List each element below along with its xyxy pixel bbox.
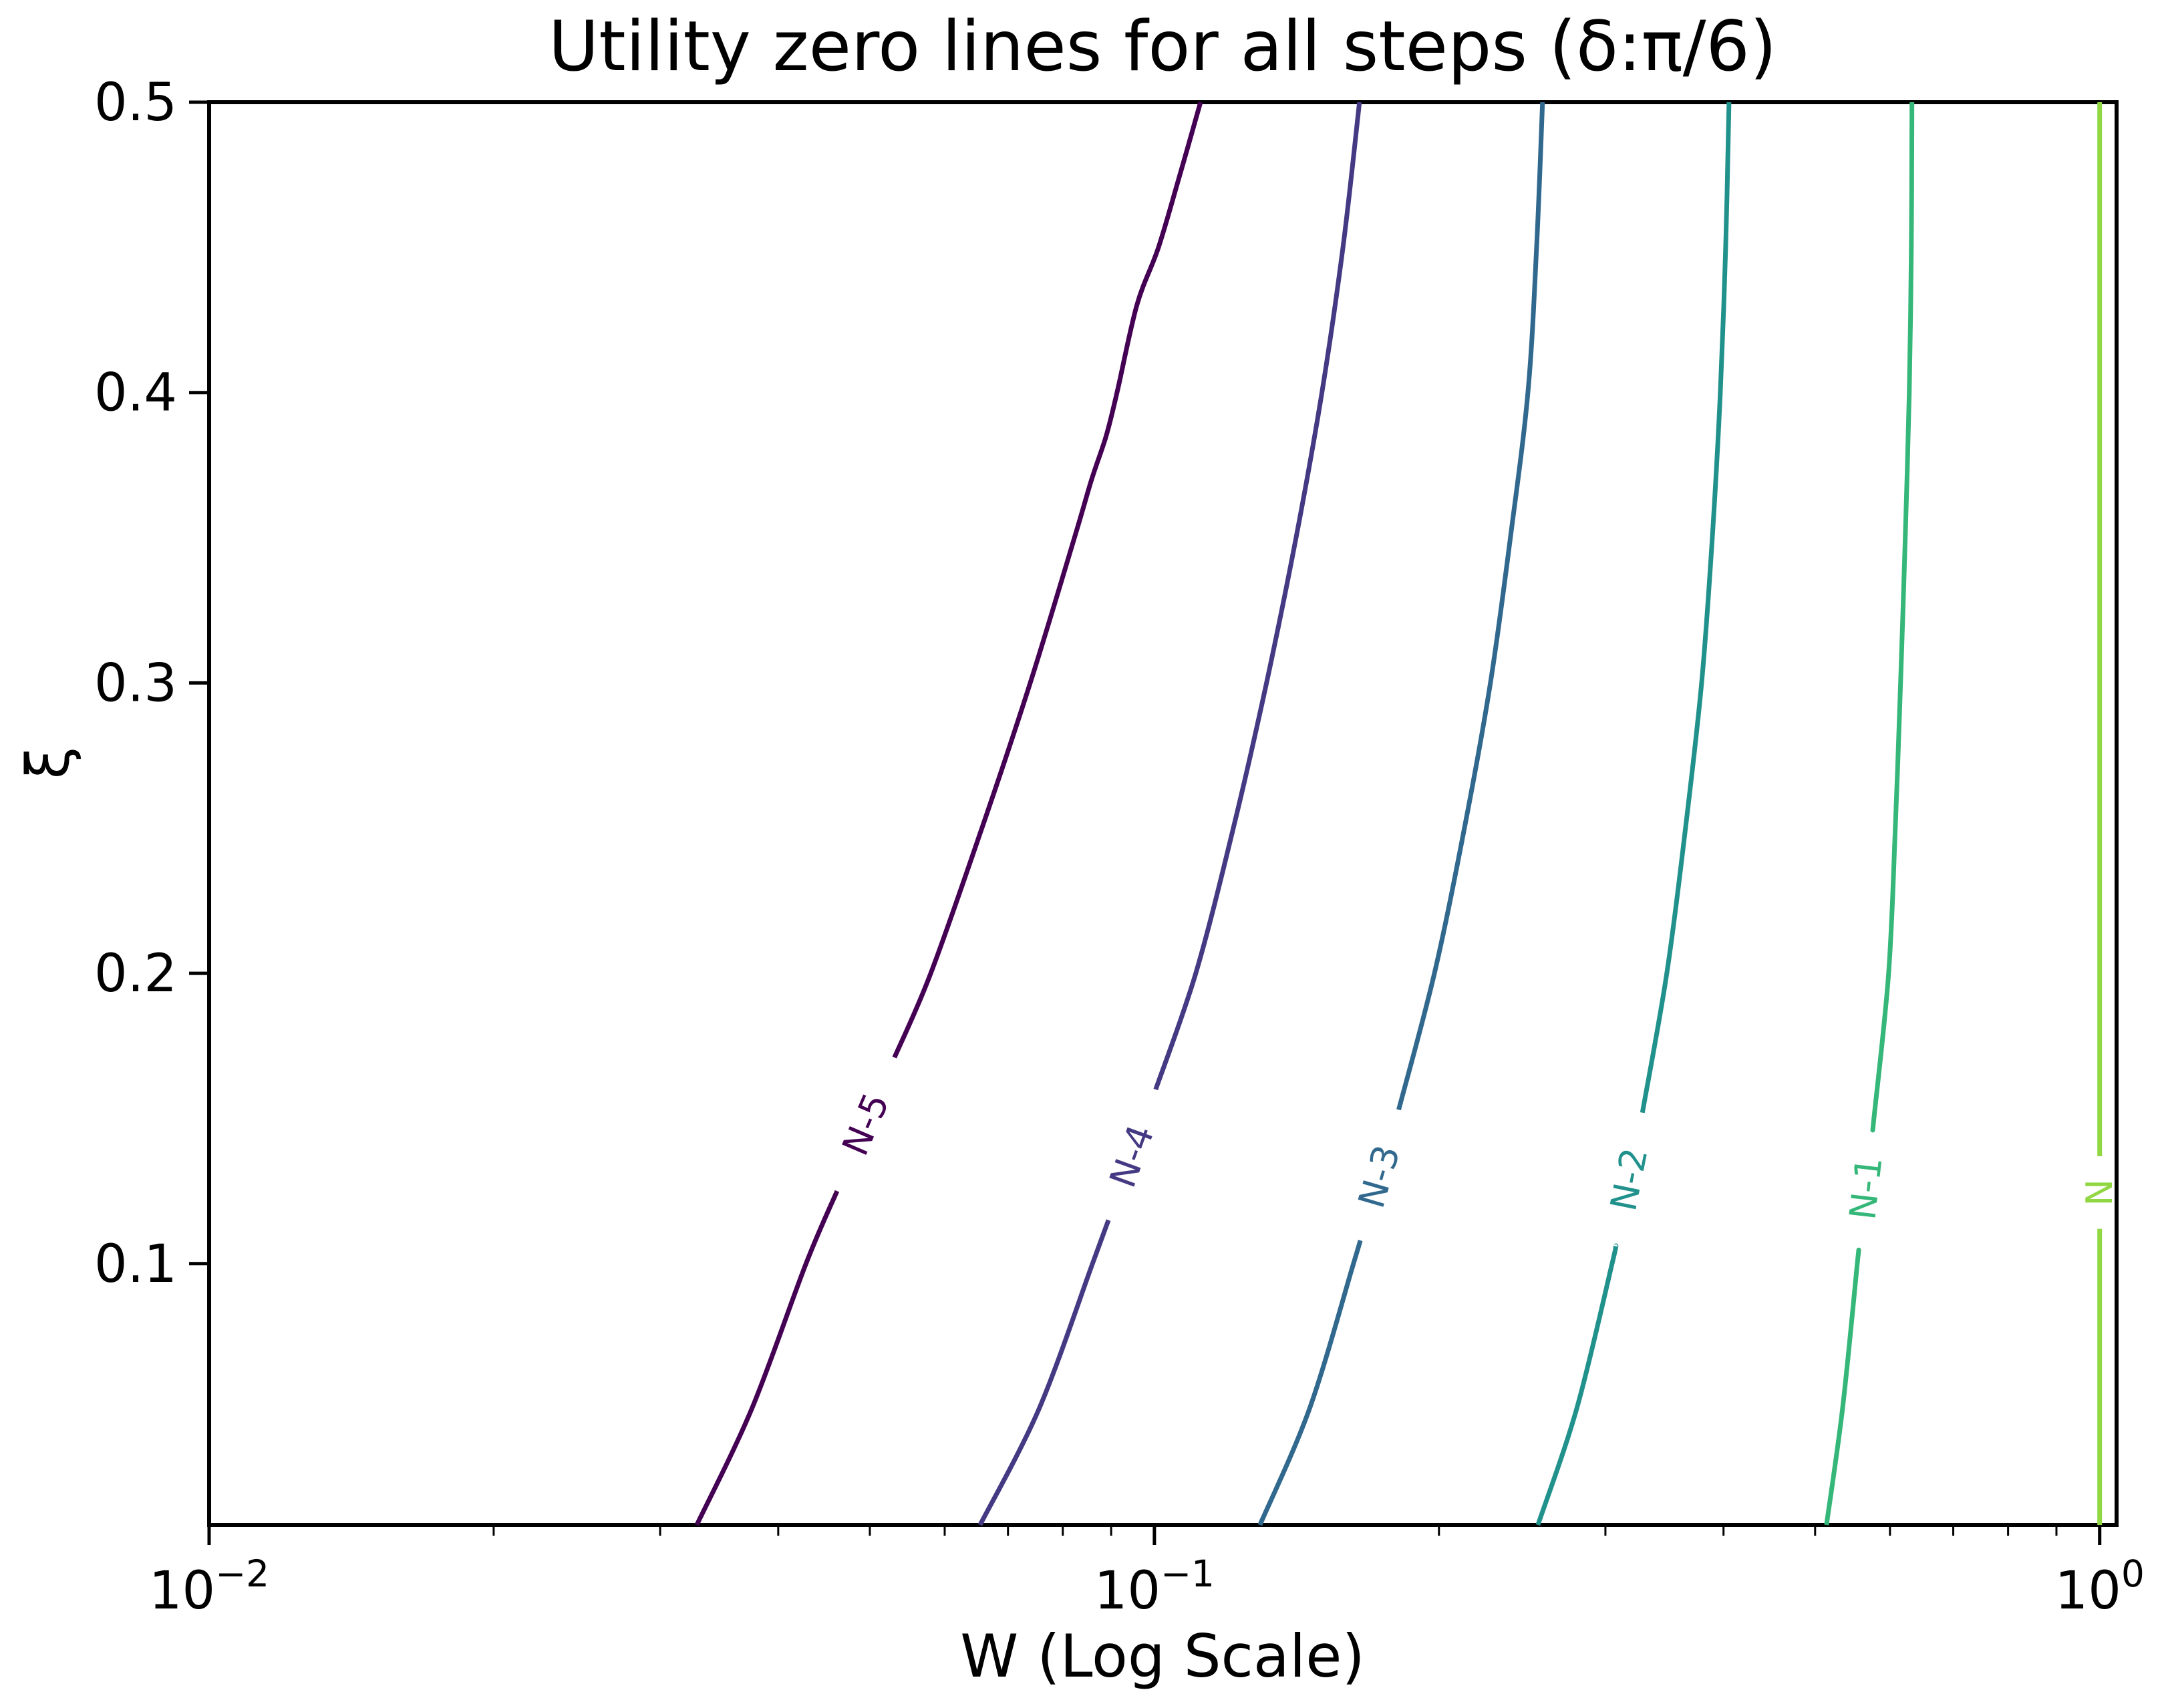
contour-label-N-3: N-3: [1350, 1140, 1408, 1212]
x-tick-label: 100: [2055, 1552, 2145, 1621]
contour-line-N-3-upper: [1396, 102, 1545, 1111]
contour-line-N-2-upper: [1640, 102, 1732, 1114]
chart-title: Utility zero lines for all steps (δ:π/6): [548, 7, 1777, 87]
contour-line-N-5-lower: [694, 1190, 840, 1526]
contour-line-N-5-upper: [892, 102, 1203, 1059]
contour-label-N-2: N-2: [1602, 1144, 1656, 1214]
contour-label-N: N: [2078, 1179, 2121, 1206]
y-tick-label: 0.2: [94, 944, 177, 1004]
x-tick-label: 10−2: [149, 1552, 269, 1621]
contour-line-N-1-lower: [1824, 1247, 1861, 1526]
plot-border: [207, 100, 2119, 1527]
x-axis-label: W (Log Scale): [960, 1622, 1365, 1691]
y-tick-label: 0.4: [94, 363, 177, 423]
y-tick-label: 0.3: [94, 653, 177, 713]
contour-line-N-2-lower: [1535, 1243, 1619, 1526]
contour-line-N-1-upper: [1870, 102, 1915, 1133]
y-tick-label: 0.5: [94, 73, 177, 133]
x-tick-label: 10−1: [1094, 1552, 1215, 1621]
y-tick-label: 0.1: [94, 1234, 177, 1295]
contour-line-N-4-upper: [1153, 102, 1362, 1091]
contour-label-N-5: N-5: [834, 1087, 897, 1161]
contour-label-N-1: N-1: [1841, 1154, 1890, 1222]
contour-line-N-4-lower: [977, 1219, 1111, 1526]
contour-line-N-3-lower: [1257, 1240, 1363, 1526]
contour-label-N-4: N-4: [1101, 1120, 1162, 1193]
